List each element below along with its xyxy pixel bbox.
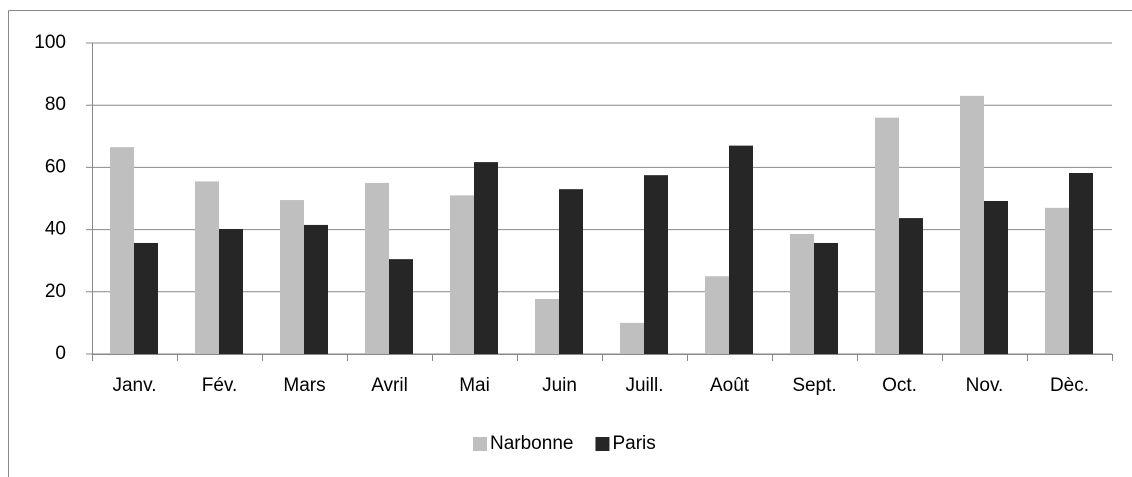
bar — [110, 147, 134, 354]
bar — [1045, 207, 1069, 354]
bar — [705, 276, 729, 354]
bar — [790, 233, 814, 354]
bar — [620, 322, 644, 354]
legend-label: Paris — [612, 433, 655, 454]
bar — [535, 298, 559, 354]
y-tick-label: 40 — [45, 219, 66, 240]
x-tick-label: Janv. — [112, 375, 156, 396]
bar — [559, 189, 583, 354]
x-tick-label: Avril — [371, 375, 408, 396]
bar — [365, 182, 389, 354]
bar — [134, 242, 158, 354]
bar — [814, 242, 838, 354]
bar — [960, 95, 984, 355]
y-tick-label: 60 — [45, 156, 66, 177]
bar — [304, 224, 328, 354]
x-tick-label: Nov. — [966, 375, 1004, 396]
bar — [219, 228, 243, 354]
x-tick-label: Août — [710, 375, 750, 396]
bar — [1069, 172, 1093, 354]
y-tick-label: 20 — [45, 281, 66, 302]
x-tick-label: Sept. — [792, 375, 836, 396]
bar — [899, 218, 923, 354]
x-tick-label: Mai — [459, 375, 490, 396]
y-tick-label: 80 — [45, 94, 66, 115]
bar — [875, 117, 899, 354]
x-tick-label: Juin — [542, 375, 577, 396]
y-tick-label: 100 — [34, 32, 66, 53]
bar — [474, 162, 498, 354]
x-tick-label: Oct. — [882, 375, 917, 396]
x-tick-label: Juill. — [625, 375, 663, 396]
x-tick-label: Fév. — [202, 375, 238, 396]
legend-swatch — [595, 437, 610, 451]
bar — [984, 200, 1008, 354]
x-tick-label: Dèc. — [1050, 375, 1089, 396]
bar — [729, 145, 753, 354]
bar — [195, 181, 219, 354]
bar — [450, 195, 474, 354]
legend-swatch — [473, 437, 487, 451]
x-tick-label: Mars — [283, 375, 325, 396]
legend-label: Narbonne — [490, 433, 573, 454]
bar — [389, 259, 413, 354]
y-tick-label: 0 — [55, 343, 66, 364]
bar — [280, 200, 304, 354]
bar — [644, 175, 668, 354]
